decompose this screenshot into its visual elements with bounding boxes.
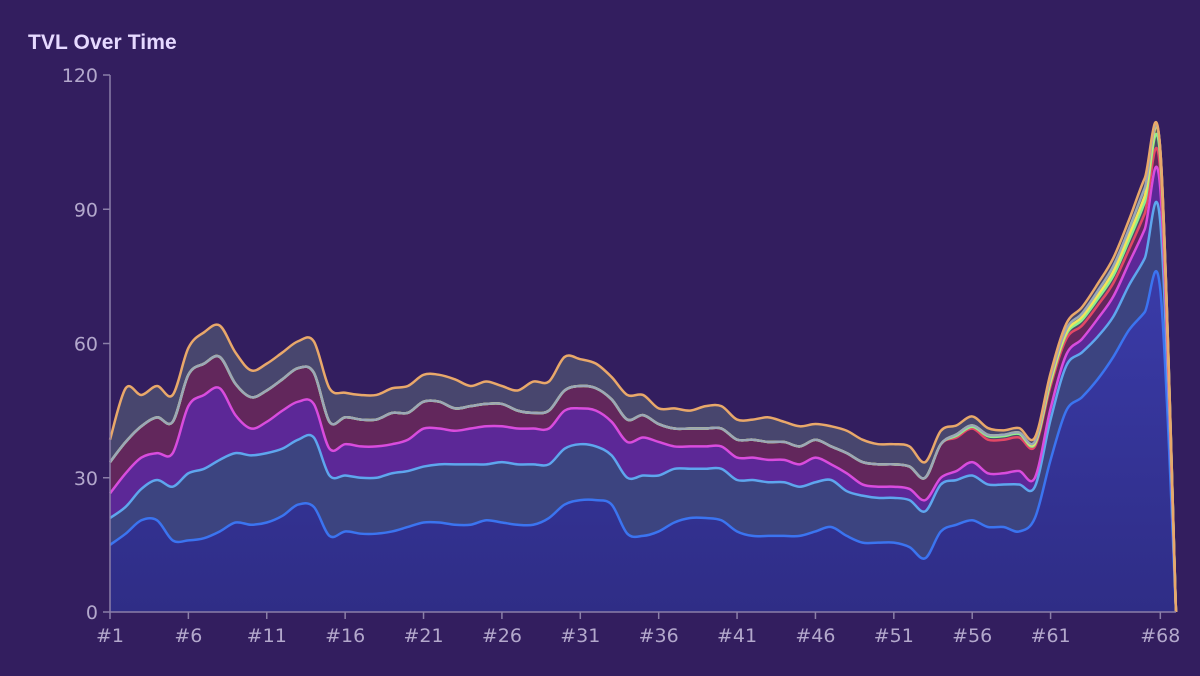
area-series-1: [110, 271, 1176, 612]
x-tick-label: #16: [325, 625, 365, 647]
y-tick-label: 30: [74, 468, 98, 490]
line-series-1: [109, 270, 1178, 613]
x-tick-label: #68: [1140, 625, 1180, 647]
axes: 0 30 60 90 120 #1 #6 #11 #16 #21 #26 #31 #36 #41 #46 #5…: [62, 65, 1181, 647]
x-tick-label: #41: [717, 625, 757, 647]
x-tick-label: #21: [403, 625, 443, 647]
x-tick-label: #36: [639, 625, 679, 647]
line-series-7: [109, 123, 1178, 613]
y-tick-label: 90: [74, 199, 98, 221]
stacked-areas: [110, 122, 1176, 613]
x-tick-label: #31: [560, 625, 600, 647]
y-tick-label: 60: [74, 334, 98, 356]
line-series-3: [109, 165, 1178, 613]
chart-title: TVL Over Time: [28, 31, 177, 54]
x-tick-label: #46: [795, 625, 835, 647]
x-tick-label: #51: [874, 625, 914, 647]
x-tick-label: #56: [952, 625, 992, 647]
x-tick-label: #26: [482, 625, 522, 647]
x-tick-label: #61: [1031, 625, 1071, 647]
area-series-2: [110, 201, 1176, 613]
line-series-8: [108, 120, 1178, 613]
x-tick-label: #6: [174, 625, 202, 647]
y-tick-label: 0: [86, 602, 98, 624]
x-tick-label: #11: [247, 625, 287, 647]
x-tick-label: #1: [96, 625, 124, 647]
y-tick-label: 120: [62, 65, 98, 87]
series-lines: [108, 120, 1178, 613]
line-series-2: [109, 200, 1178, 613]
